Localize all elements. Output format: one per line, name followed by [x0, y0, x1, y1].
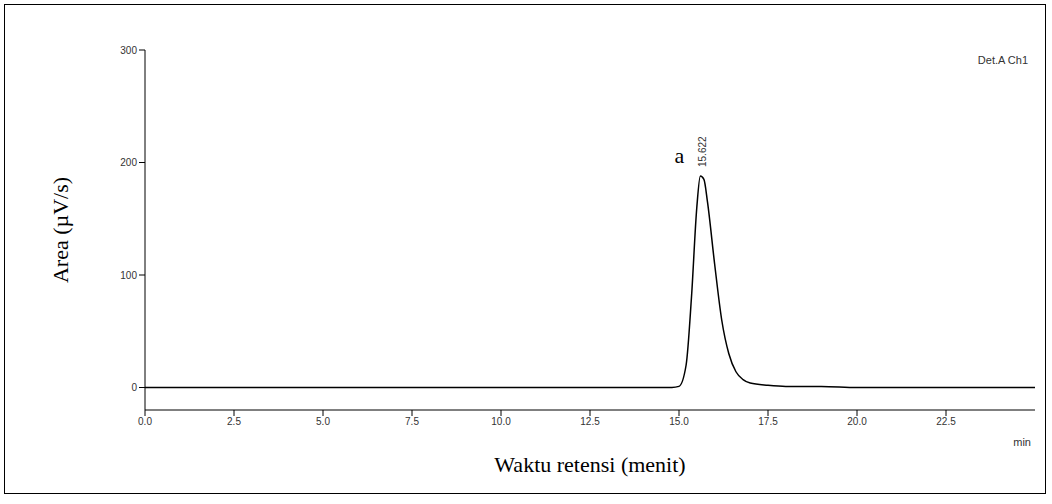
- svg-text:0.0: 0.0: [138, 416, 152, 427]
- svg-text:17.5: 17.5: [758, 416, 778, 427]
- svg-text:2.5: 2.5: [227, 416, 241, 427]
- svg-text:5.0: 5.0: [316, 416, 330, 427]
- svg-text:22.5: 22.5: [936, 416, 956, 427]
- svg-text:10.0: 10.0: [491, 416, 511, 427]
- svg-text:15.0: 15.0: [669, 416, 689, 427]
- svg-text:300: 300: [120, 45, 137, 56]
- svg-text:15.622: 15.622: [697, 136, 708, 167]
- svg-text:a: a: [675, 143, 685, 168]
- svg-text:200: 200: [120, 157, 137, 168]
- svg-text:20.0: 20.0: [847, 416, 867, 427]
- svg-text:Area (µV/s): Area (µV/s): [48, 177, 73, 283]
- svg-text:min: min: [1013, 436, 1031, 448]
- svg-text:7.5: 7.5: [405, 416, 419, 427]
- html-text:Det.A Ch1: Det.A Ch1: [977, 54, 1028, 66]
- svg-text:12.5: 12.5: [580, 416, 600, 427]
- svg-text:100: 100: [120, 270, 137, 281]
- html-text:Waktu retensi (menit): Waktu retensi (menit): [494, 452, 686, 477]
- svg-text:0: 0: [131, 382, 137, 393]
